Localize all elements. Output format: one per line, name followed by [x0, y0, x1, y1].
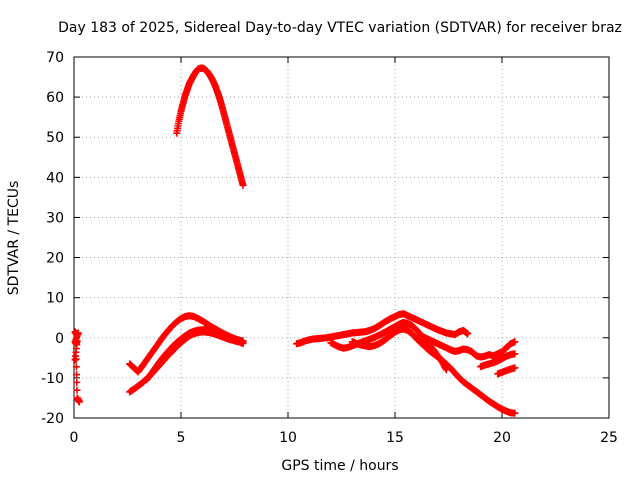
- x-tick-label: 5: [177, 430, 186, 446]
- series-afternoon-c: [348, 325, 519, 417]
- data-point: [511, 350, 519, 358]
- x-tick-label: 10: [279, 430, 297, 446]
- series-early-start: [71, 328, 83, 406]
- series-afternoon-b: [327, 319, 450, 374]
- y-tick-label: -10: [41, 371, 64, 387]
- data-point: [511, 409, 519, 417]
- data-point: [73, 386, 81, 394]
- x-axis-label: GPS time / hours: [281, 458, 398, 474]
- y-tick-label: 60: [46, 90, 64, 106]
- y-tick-label: 10: [46, 291, 64, 307]
- data-point: [511, 364, 519, 372]
- series-arc-a: [126, 312, 247, 376]
- series-afternoon-a: [293, 310, 472, 348]
- data-point: [72, 363, 80, 371]
- y-tick-label: 50: [46, 130, 64, 146]
- y-tick-label: 40: [46, 170, 64, 186]
- x-tick-label: 0: [70, 430, 79, 446]
- series-high-arc: [173, 64, 247, 189]
- data-point: [511, 338, 519, 346]
- y-tick-label: 20: [46, 251, 64, 267]
- grid-lines: [74, 57, 609, 418]
- y-tick-label: 0: [55, 331, 64, 347]
- series-afternoon-d: [417, 332, 519, 361]
- plot-frame: [73, 56, 610, 419]
- axis-ticks: -20 -10 0 10 20 30 40 50 60 70 0 5 10 15 20 25: [41, 50, 618, 446]
- series-arc-c: [143, 326, 247, 384]
- data-point: [73, 378, 81, 386]
- data-point: [72, 355, 80, 363]
- data-point: [464, 330, 472, 338]
- chart-title: Day 183 of 2025, Sidereal Day-to-day VTE…: [58, 20, 622, 36]
- y-tick-label: 70: [46, 50, 64, 66]
- y-axis-label: SDTVAR / TECUs: [6, 181, 22, 296]
- data-point: [73, 371, 81, 379]
- data-point: [239, 181, 247, 189]
- series-afternoon-f: [494, 364, 519, 378]
- data-point: [75, 398, 83, 406]
- series-afternoon-e: [477, 350, 519, 371]
- x-tick-label: 15: [386, 430, 404, 446]
- data-points: [71, 64, 519, 417]
- y-tick-label: 30: [46, 210, 64, 226]
- y-tick-label: -20: [41, 411, 64, 427]
- x-tick-label: 25: [600, 430, 618, 446]
- x-tick-label: 20: [493, 430, 511, 446]
- data-point: [239, 339, 247, 347]
